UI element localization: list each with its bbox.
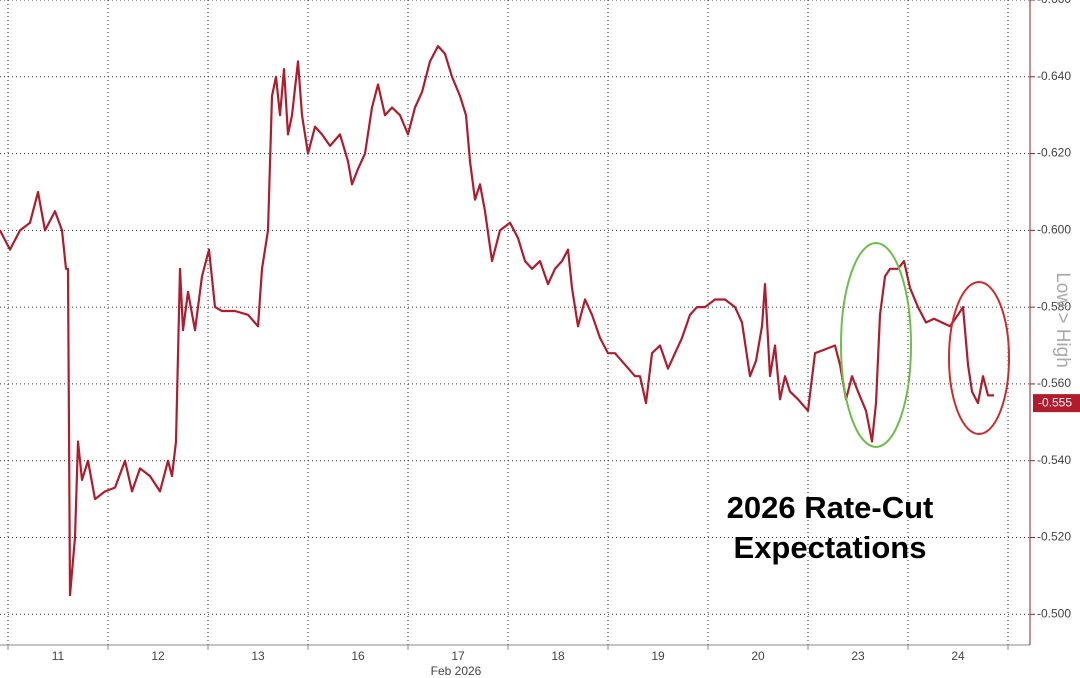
x-tick-label: 17 [451,649,465,663]
highlight-ellipse [948,281,1010,435]
last-value-label: -0.555 [1038,395,1072,409]
highlight-ellipse [840,242,912,448]
x-tick-label: 18 [551,649,565,663]
x-axis-label: Feb 2026 [431,664,482,678]
x-tick-label: 24 [951,649,965,663]
y-axis-label: Low > High [1052,272,1073,368]
y-tick-label: -0.500 [1037,606,1071,620]
x-tick-label: 13 [251,649,265,663]
x-tick-label: 23 [851,649,865,663]
y-tick-label: -0.540 [1037,453,1071,467]
x-tick-label: 12 [151,649,165,663]
x-tick-label: 11 [52,649,65,663]
annotation: Expectations [734,530,927,565]
y-tick-label: -0.600 [1037,223,1071,237]
annotation: 2026 Rate-Cut [727,490,934,525]
y-tick-label: -0.560 [1037,376,1071,390]
y-tick-label: -0.580 [1037,299,1071,313]
last-value-box [1033,394,1080,413]
y-tick-label: -0.660 [1037,0,1071,6]
x-tick-label: 19 [651,649,665,663]
x-tick-label: 20 [751,649,765,663]
y-tick-label: -0.520 [1037,530,1071,544]
x-tick-label: 16 [351,649,365,663]
y-tick-label: -0.620 [1037,146,1071,160]
y-tick-label: -0.640 [1037,69,1071,83]
